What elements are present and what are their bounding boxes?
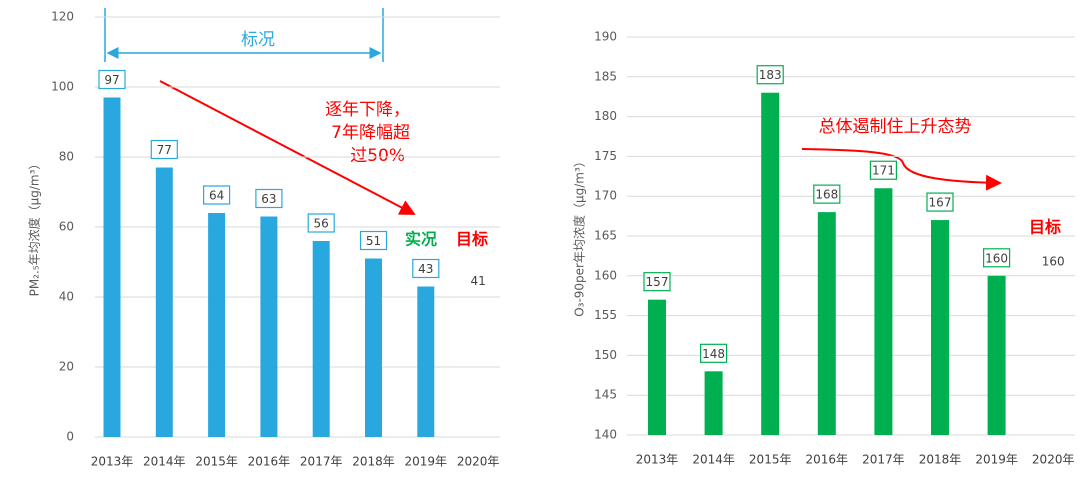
x-tick-label: 2016年	[248, 455, 291, 469]
data-label: 97	[104, 73, 119, 87]
x-tick-label: 2018年	[352, 455, 395, 469]
annotation: 逐年下降，	[325, 100, 410, 120]
y-axis-label: O₃-90per年均浓度（μg/m³）	[572, 155, 587, 317]
label-box	[699, 343, 728, 363]
actual-label: 实况	[405, 230, 437, 249]
target-value: 160	[1042, 254, 1065, 268]
annotation: 7年降幅超	[331, 123, 410, 143]
data-label: 63	[261, 192, 276, 206]
label-box	[926, 192, 954, 212]
bar	[103, 97, 121, 437]
y-tick-label: 0	[66, 430, 74, 444]
label-box	[359, 230, 388, 251]
y-tick-label: 145	[594, 388, 617, 402]
y-tick-label: 120	[51, 10, 74, 24]
data-label: 148	[702, 347, 725, 361]
label-box	[813, 184, 841, 204]
x-tick-label: 2019年	[405, 455, 448, 469]
bar	[874, 188, 893, 435]
y-tick-label: 40	[59, 290, 74, 304]
label-box	[869, 160, 898, 180]
x-tick-label: 2014年	[143, 455, 186, 469]
x-tick-label: 2013年	[91, 455, 134, 469]
y-tick-label: 80	[59, 150, 74, 164]
data-label: 160	[985, 251, 1008, 265]
label-box	[412, 258, 440, 279]
y-tick-label: 150	[594, 348, 617, 362]
y-tick-label: 160	[594, 268, 617, 282]
target-label: 目标	[1029, 218, 1061, 237]
bar	[312, 241, 330, 437]
y-tick-label: 20	[59, 360, 74, 374]
label-box	[982, 248, 1011, 268]
x-tick-label: 2017年	[300, 455, 343, 469]
label-box	[203, 185, 231, 205]
data-label: 64	[209, 189, 224, 203]
bar	[155, 167, 173, 437]
bar	[761, 92, 780, 435]
bar	[648, 299, 666, 435]
y-tick-label: 60	[59, 220, 74, 234]
y-tick-label: 180	[594, 109, 617, 123]
label-box	[643, 272, 671, 292]
data-label: 43	[418, 262, 433, 276]
y-tick-label: 100	[51, 80, 74, 94]
label-box	[756, 65, 784, 85]
annotation: 过50%	[350, 146, 405, 166]
y-tick-label: 155	[594, 308, 617, 322]
data-label: 183	[759, 68, 782, 82]
y-tick-label: 190	[594, 30, 617, 44]
target-value: 41	[470, 274, 485, 288]
bar	[704, 371, 723, 435]
data-label: 157	[646, 275, 669, 289]
x-tick-label: 2019年	[975, 453, 1018, 467]
data-label: 56	[314, 217, 329, 231]
data-label: 171	[872, 164, 895, 178]
bar	[417, 286, 435, 437]
data-label: 167	[929, 196, 952, 210]
x-tick-label: 2014年	[692, 453, 735, 467]
label-box	[255, 188, 283, 209]
x-tick-label: 2013年	[636, 453, 679, 467]
y-tick-label: 185	[594, 69, 617, 83]
x-tick-label: 2017年	[862, 453, 905, 467]
x-tick-label: 2016年	[806, 453, 849, 467]
bar	[365, 258, 382, 437]
label-box	[150, 139, 178, 160]
bar	[208, 213, 226, 437]
y-tick-label: 175	[594, 149, 617, 163]
data-label: 51	[366, 234, 381, 248]
bar	[817, 212, 836, 435]
x-tick-label: 2015年	[195, 455, 238, 469]
y-axis-label: PM₂.₅年均浓度（μg/m³）	[27, 158, 42, 297]
data-label: 168	[815, 188, 838, 202]
annotation: 总体遏制住上升态势	[819, 117, 972, 137]
x-tick-label: 2020年	[1032, 453, 1075, 467]
target-label: 目标	[456, 230, 488, 249]
label-box	[98, 69, 126, 90]
data-label: 77	[157, 143, 172, 157]
trend-arrow	[801, 148, 1002, 191]
y-tick-label: 170	[594, 189, 617, 203]
y-tick-label: 165	[594, 229, 617, 243]
bracket-label: 标况	[241, 30, 275, 50]
trend-arrow	[159, 80, 416, 215]
label-box	[307, 213, 335, 233]
bar	[260, 216, 278, 437]
x-tick-label: 2018年	[919, 453, 962, 467]
bar	[931, 220, 949, 435]
y-tick-label: 140	[594, 428, 617, 442]
x-tick-label: 2020年	[457, 455, 500, 469]
x-tick-label: 2015年	[749, 453, 792, 467]
bar	[987, 275, 1006, 435]
